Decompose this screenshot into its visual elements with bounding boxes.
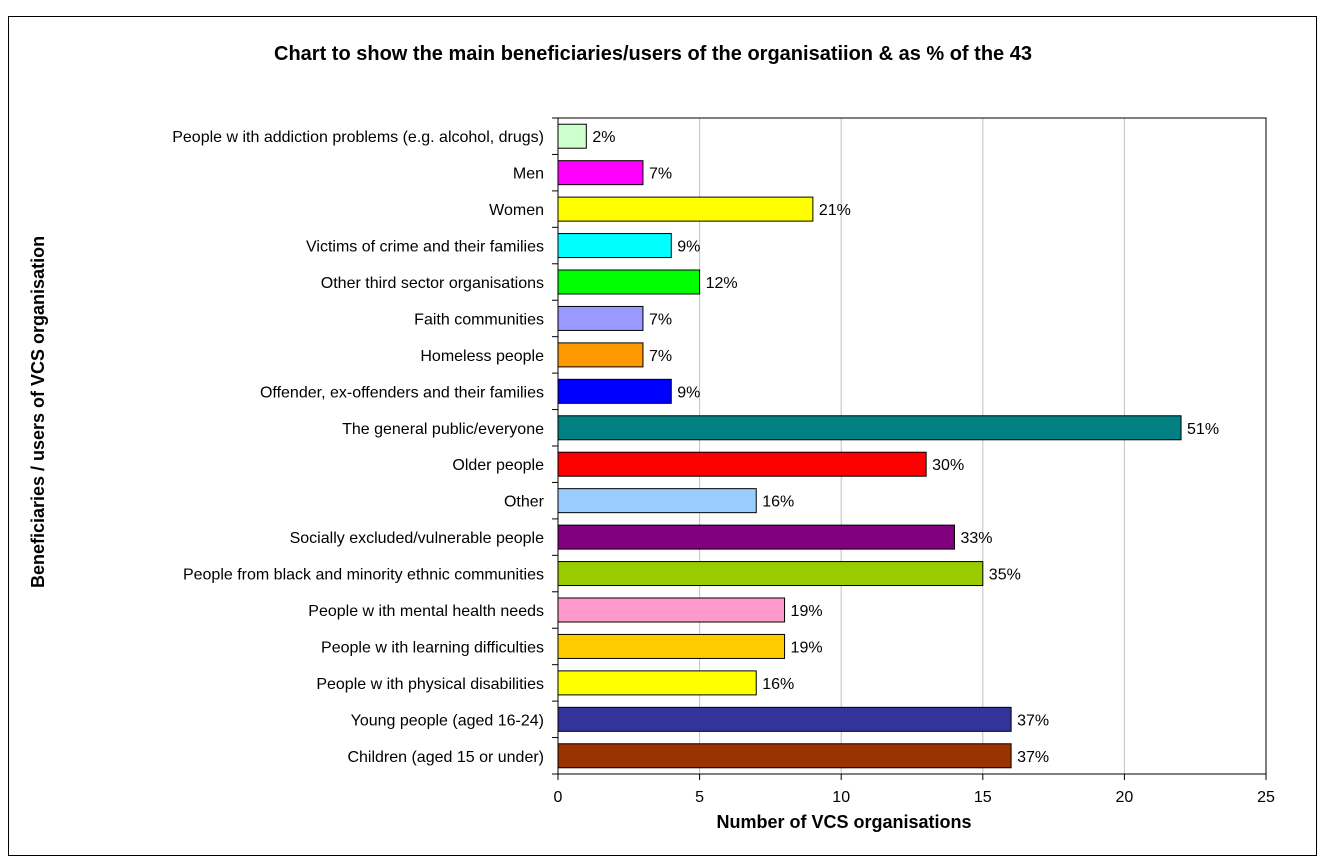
- data-label: 35%: [989, 567, 1021, 584]
- data-labels: 2% 7% 21% 9% 12% 7% 7% 9% 51% 30% 16% 33% 35% 19% 19% 1…: [592, 129, 1219, 766]
- category-label: People w ith learning difficulties: [321, 639, 544, 656]
- data-label: 33%: [960, 530, 992, 547]
- bars: [557, 123, 1182, 769]
- data-label: 2%: [592, 129, 615, 146]
- x-axis-title: Number of VCS organisations: [716, 812, 971, 832]
- category-label: People w ith addiction problems (e.g. al…: [172, 129, 544, 146]
- category-label: Other: [504, 494, 545, 511]
- bar: [557, 233, 672, 259]
- x-tick-label: 15: [974, 789, 992, 806]
- bar: [557, 597, 786, 623]
- category-label: Victims of crime and their families: [306, 239, 544, 256]
- category-label: Offender, ex-offenders and their familie…: [260, 384, 544, 401]
- x-tick-label: 20: [1116, 789, 1134, 806]
- data-label: 9%: [677, 239, 700, 256]
- bar: [557, 269, 701, 295]
- category-label: Young people (aged 16-24): [351, 712, 544, 729]
- x-tick-label: 5: [695, 789, 704, 806]
- category-label: Socially excluded/vulnerable people: [290, 530, 544, 547]
- category-label: Homeless people: [420, 348, 544, 365]
- category-label: People w ith physical disabilities: [316, 676, 544, 693]
- data-label: 21%: [819, 202, 851, 219]
- data-label: 12%: [706, 275, 738, 292]
- data-label: 7%: [649, 311, 672, 328]
- category-label: People w ith mental health needs: [308, 603, 544, 620]
- category-label: Older people: [452, 457, 544, 474]
- x-tick-label: 0: [554, 789, 563, 806]
- bar: [557, 123, 587, 149]
- category-label: The general public/everyone: [342, 421, 544, 438]
- data-label: 9%: [677, 384, 700, 401]
- bar: [557, 305, 644, 331]
- category-label: Men: [513, 166, 544, 183]
- data-label: 16%: [762, 494, 794, 511]
- bar: [557, 633, 786, 659]
- category-label: Children (aged 15 or under): [347, 749, 544, 766]
- data-label: 37%: [1017, 749, 1049, 766]
- data-label: 19%: [791, 639, 823, 656]
- data-label: 19%: [791, 603, 823, 620]
- bar: [557, 415, 1182, 441]
- data-label: 37%: [1017, 712, 1049, 729]
- data-label: 16%: [762, 676, 794, 693]
- data-label: 30%: [932, 457, 964, 474]
- category-label: People from black and minority ethnic co…: [183, 567, 544, 584]
- x-tick-label: 10: [832, 789, 850, 806]
- category-label: Other third sector organisations: [321, 275, 544, 292]
- bar: [557, 743, 1012, 769]
- x-tick-labels: 0 5 10 15 20 25: [554, 774, 1275, 806]
- bar: [557, 561, 984, 587]
- bar: [557, 342, 644, 368]
- data-label: 51%: [1187, 421, 1219, 438]
- data-label: 7%: [649, 166, 672, 183]
- chart-title: Chart to show the main beneficiaries/use…: [274, 43, 1032, 65]
- bar: [557, 160, 644, 186]
- bar: [557, 196, 814, 222]
- bar: [557, 488, 757, 514]
- bar: [557, 378, 672, 404]
- data-label: 7%: [649, 348, 672, 365]
- bar-chart: Chart to show the main beneficiaries/use…: [28, 43, 1275, 832]
- category-label: Women: [489, 202, 544, 219]
- bar: [557, 524, 955, 550]
- bar: [557, 451, 927, 477]
- bar: [557, 706, 1012, 732]
- gridlines: [699, 118, 1125, 774]
- y-axis-title: Beneficiaries / users of VCS organisatio…: [28, 236, 48, 588]
- category-labels: People w ith addiction problems (e.g. al…: [172, 117, 558, 775]
- x-tick-label: 25: [1257, 789, 1275, 806]
- plot-area-border: [557, 117, 1267, 775]
- category-label: Faith communities: [414, 311, 544, 328]
- bar: [557, 670, 757, 696]
